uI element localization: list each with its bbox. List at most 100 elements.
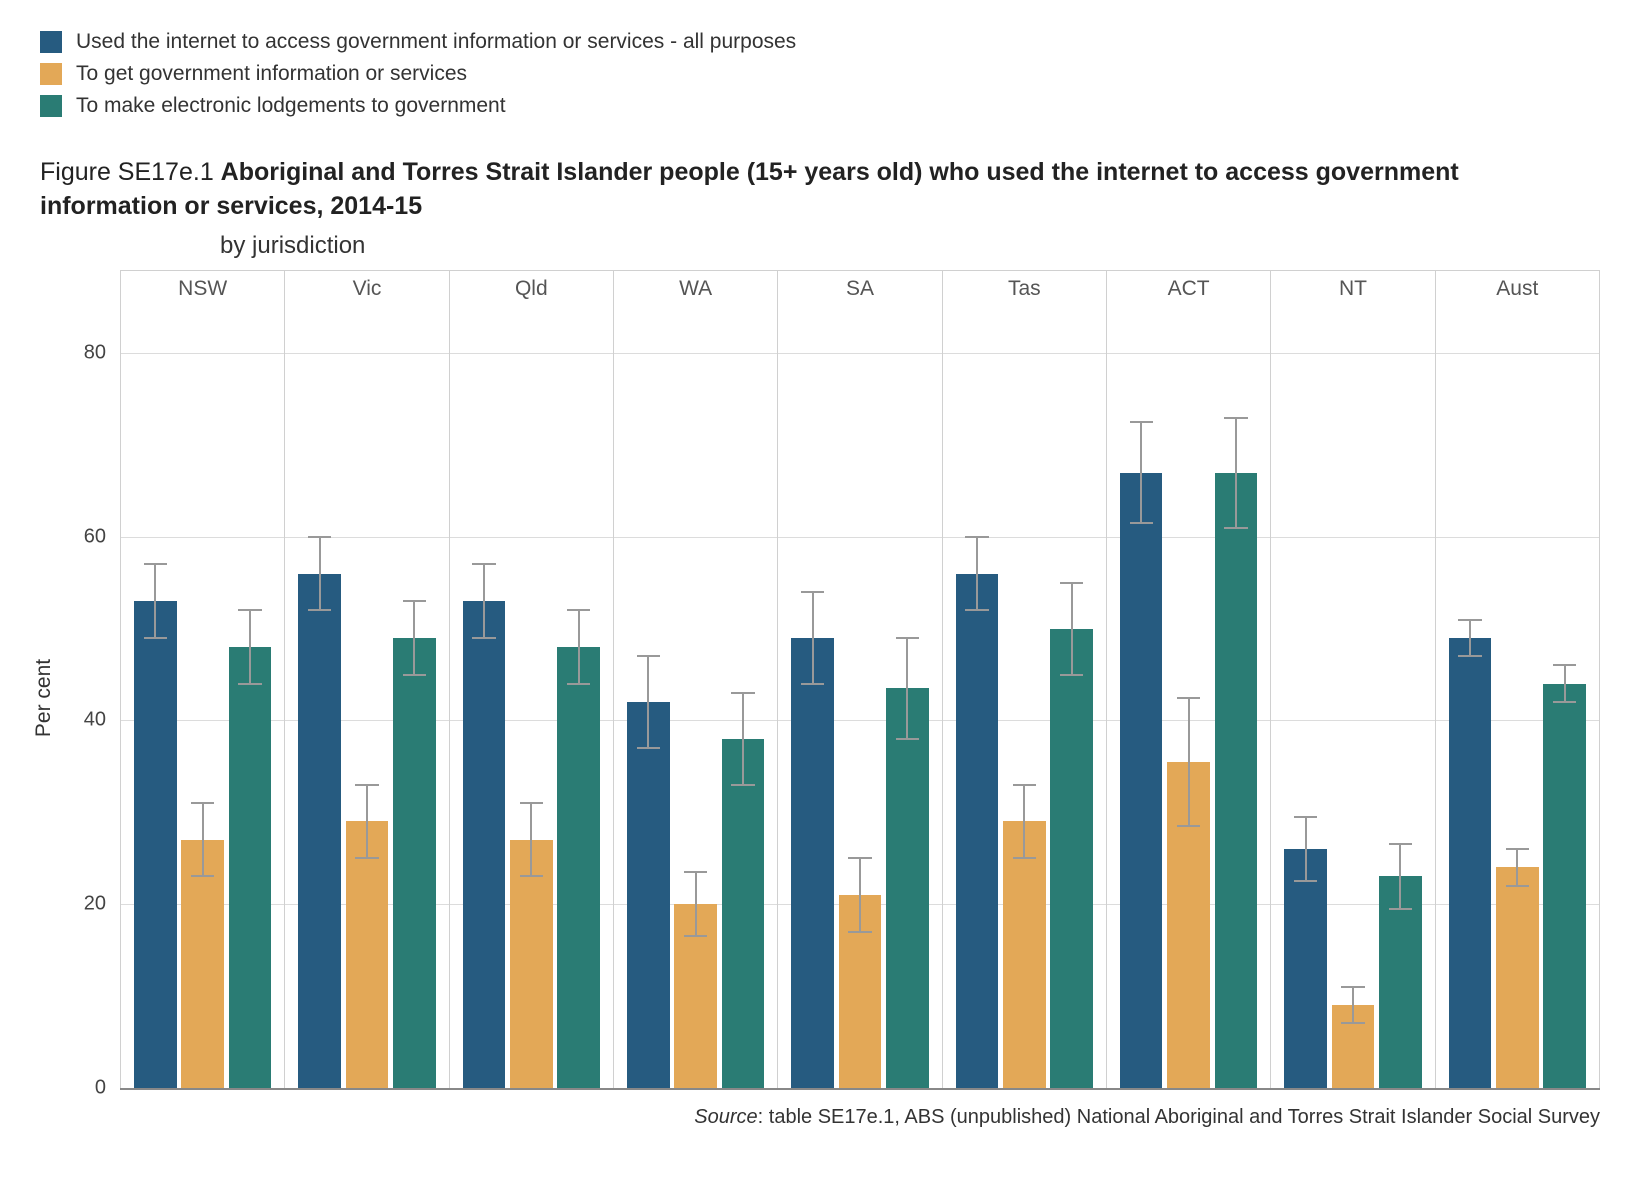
plot-area: Per cent 020406080 bbox=[120, 308, 1600, 1090]
legend-item: To make electronic lodgements to governm… bbox=[40, 94, 1600, 118]
error-cap bbox=[637, 655, 660, 657]
error-bar bbox=[202, 803, 204, 876]
error-cap bbox=[1130, 421, 1153, 423]
error-bar bbox=[1352, 987, 1354, 1024]
legend-label: To make electronic lodgements to governm… bbox=[76, 94, 506, 118]
bar bbox=[791, 638, 833, 1088]
error-cap bbox=[238, 609, 261, 611]
bar bbox=[1449, 638, 1491, 1088]
panel-header: ACT bbox=[1106, 271, 1270, 308]
error-cap bbox=[1177, 697, 1200, 699]
ytick-label: 60 bbox=[84, 525, 120, 548]
error-bar bbox=[976, 537, 978, 610]
bar bbox=[1003, 821, 1045, 1087]
panel-header: Tas bbox=[942, 271, 1106, 308]
panel-header: NT bbox=[1270, 271, 1434, 308]
error-cap bbox=[801, 591, 824, 593]
error-cap bbox=[896, 637, 919, 639]
legend-label: Used the internet to access government i… bbox=[76, 30, 796, 54]
panel-header: Vic bbox=[284, 271, 448, 308]
bar bbox=[229, 647, 271, 1087]
error-cap bbox=[1060, 674, 1083, 676]
source-line: Source: table SE17e.1, ABS (unpublished)… bbox=[20, 1090, 1620, 1129]
bar bbox=[134, 601, 176, 1087]
panel-header-row: NSWVicQldWASATasACTNTAust bbox=[120, 270, 1600, 308]
bar bbox=[346, 821, 388, 1087]
error-cap bbox=[144, 563, 167, 565]
source-label: Source bbox=[694, 1106, 757, 1128]
error-cap bbox=[637, 747, 660, 749]
error-bar bbox=[319, 537, 321, 610]
error-bar bbox=[647, 656, 649, 748]
panel bbox=[1435, 308, 1600, 1088]
error-cap bbox=[520, 875, 543, 877]
error-cap bbox=[1458, 655, 1481, 657]
bar bbox=[393, 638, 435, 1088]
ytick-label: 0 bbox=[95, 1076, 120, 1099]
error-cap bbox=[848, 931, 871, 933]
panel bbox=[777, 308, 941, 1088]
error-bar bbox=[578, 610, 580, 683]
error-cap bbox=[1060, 582, 1083, 584]
error-cap bbox=[191, 802, 214, 804]
legend-item: Used the internet to access government i… bbox=[40, 30, 1600, 54]
error-bar bbox=[249, 610, 251, 683]
error-cap bbox=[731, 692, 754, 694]
error-cap bbox=[1013, 857, 1036, 859]
error-cap bbox=[403, 600, 426, 602]
legend-swatch bbox=[40, 31, 62, 53]
bar bbox=[886, 688, 928, 1087]
error-cap bbox=[848, 857, 871, 859]
error-bar bbox=[812, 592, 814, 684]
panel bbox=[1270, 308, 1434, 1088]
error-bar bbox=[1071, 583, 1073, 675]
error-bar bbox=[413, 601, 415, 674]
error-cap bbox=[1553, 701, 1576, 703]
error-cap bbox=[1341, 986, 1364, 988]
error-bar bbox=[1469, 620, 1471, 657]
error-cap bbox=[965, 609, 988, 611]
panel bbox=[942, 308, 1106, 1088]
error-cap bbox=[1130, 522, 1153, 524]
error-bar bbox=[742, 693, 744, 785]
error-cap bbox=[1553, 664, 1576, 666]
bar bbox=[463, 601, 505, 1087]
bar bbox=[1215, 473, 1257, 1088]
ytick-label: 80 bbox=[84, 342, 120, 365]
error-cap bbox=[684, 871, 707, 873]
legend-swatch bbox=[40, 95, 62, 117]
error-cap bbox=[238, 683, 261, 685]
error-cap bbox=[1224, 417, 1247, 419]
error-bar bbox=[366, 785, 368, 858]
error-cap bbox=[1294, 816, 1317, 818]
error-cap bbox=[684, 935, 707, 937]
error-bar bbox=[483, 564, 485, 637]
error-cap bbox=[1458, 619, 1481, 621]
error-cap bbox=[896, 738, 919, 740]
panel bbox=[120, 308, 284, 1088]
error-cap bbox=[1506, 885, 1529, 887]
bar bbox=[627, 702, 669, 1087]
error-cap bbox=[308, 609, 331, 611]
error-cap bbox=[1389, 843, 1412, 845]
error-cap bbox=[520, 802, 543, 804]
bar bbox=[1050, 629, 1092, 1088]
error-cap bbox=[1294, 880, 1317, 882]
legend-label: To get government information or service… bbox=[76, 62, 467, 86]
error-cap bbox=[567, 683, 590, 685]
error-bar bbox=[1140, 422, 1142, 523]
panel bbox=[1106, 308, 1270, 1088]
figure-container: Used the internet to access government i… bbox=[20, 20, 1620, 1180]
figure-title: Figure SE17e.1 Aboriginal and Torres Str… bbox=[20, 146, 1620, 230]
panel bbox=[613, 308, 777, 1088]
error-cap bbox=[355, 784, 378, 786]
error-bar bbox=[1305, 817, 1307, 881]
error-cap bbox=[1224, 527, 1247, 529]
bar bbox=[1120, 473, 1162, 1088]
bar bbox=[956, 574, 998, 1088]
error-cap bbox=[1389, 908, 1412, 910]
error-cap bbox=[731, 784, 754, 786]
panel bbox=[284, 308, 448, 1088]
error-bar bbox=[1516, 849, 1518, 886]
error-bar bbox=[695, 872, 697, 936]
